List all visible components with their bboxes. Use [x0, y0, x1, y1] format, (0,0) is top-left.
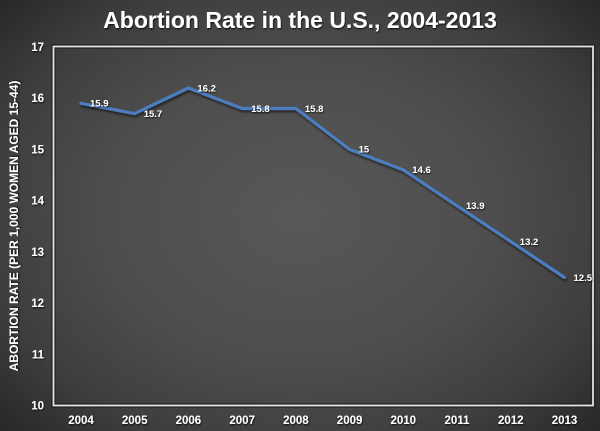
- svg-text:15.8: 15.8: [305, 104, 324, 115]
- svg-text:15: 15: [359, 145, 370, 156]
- svg-text:2009: 2009: [337, 415, 363, 427]
- svg-text:15.9: 15.9: [90, 99, 109, 110]
- svg-text:2004: 2004: [68, 415, 94, 427]
- svg-text:2012: 2012: [498, 415, 524, 427]
- svg-text:14: 14: [31, 196, 44, 208]
- svg-text:13: 13: [31, 247, 44, 259]
- svg-text:2010: 2010: [391, 415, 417, 427]
- svg-text:2007: 2007: [229, 415, 255, 427]
- svg-text:ABORTION RATE (PER 1,000 WOMEN: ABORTION RATE (PER 1,000 WOMEN AGED 15-4…: [7, 81, 21, 372]
- svg-text:2005: 2005: [122, 415, 148, 427]
- svg-text:17: 17: [31, 42, 44, 54]
- svg-text:12: 12: [31, 298, 44, 310]
- svg-text:10: 10: [31, 401, 44, 413]
- svg-text:12.5: 12.5: [574, 273, 593, 284]
- svg-text:2011: 2011: [445, 415, 471, 427]
- svg-text:14.6: 14.6: [412, 165, 431, 176]
- svg-text:13.9: 13.9: [466, 201, 485, 212]
- svg-text:2013: 2013: [552, 415, 578, 427]
- svg-text:11: 11: [32, 349, 45, 361]
- svg-text:15.8: 15.8: [251, 104, 270, 115]
- svg-text:2008: 2008: [283, 415, 309, 427]
- svg-text:15: 15: [31, 144, 44, 156]
- svg-text:16.2: 16.2: [197, 83, 216, 94]
- svg-text:2006: 2006: [176, 415, 202, 427]
- svg-text:Abortion Rate in the U.S., 200: Abortion Rate in the U.S., 2004-2013: [103, 7, 497, 33]
- svg-text:15.7: 15.7: [144, 109, 163, 120]
- svg-text:13.2: 13.2: [520, 237, 539, 248]
- svg-text:16: 16: [31, 93, 44, 105]
